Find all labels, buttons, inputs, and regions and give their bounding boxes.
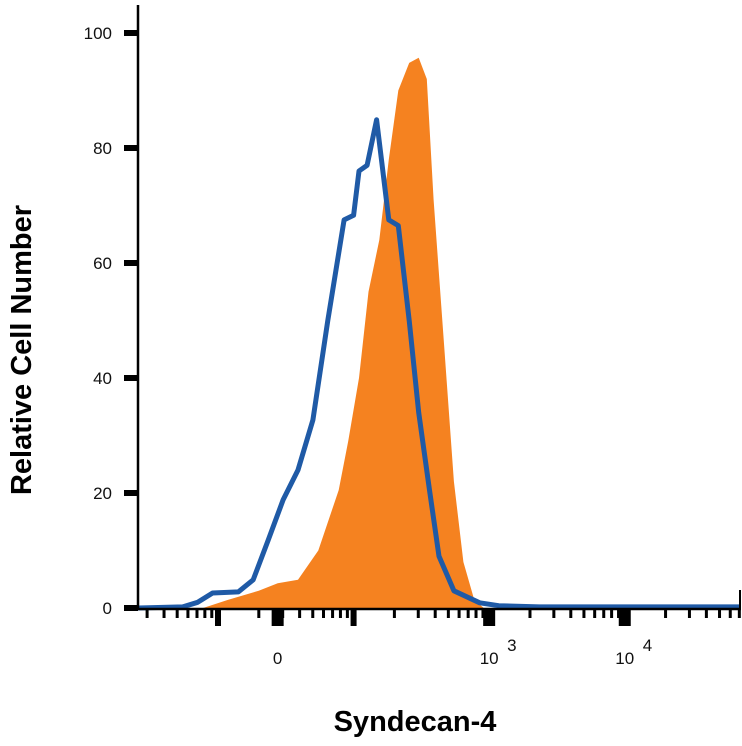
x-minor-tick — [210, 610, 214, 618]
y-tick-label: 60 — [93, 254, 112, 273]
x-minor-tick — [257, 610, 261, 618]
x-minor-tick — [602, 610, 606, 618]
x-minor-tick — [704, 610, 708, 618]
x-label-tick — [618, 610, 631, 626]
x-label-tick — [483, 610, 496, 626]
x-minor-tick — [298, 610, 302, 618]
x-minor-tick — [593, 610, 597, 618]
x-tick-exponent: 3 — [507, 636, 516, 655]
x-minor-tick — [311, 610, 315, 618]
x-minor-tick — [145, 610, 149, 618]
y-tick-mark — [124, 490, 138, 496]
x-tick-label: 0 — [273, 649, 282, 668]
y-tick-mark — [124, 30, 138, 36]
x-minor-tick — [582, 610, 586, 618]
x-minor-tick — [528, 610, 532, 618]
x-ticks: 0 10 3 10 4 — [145, 610, 741, 668]
x-minor-tick — [474, 610, 478, 618]
x-label-tick — [271, 610, 284, 626]
x-major-tick — [350, 610, 357, 626]
x-minor-tick — [552, 610, 556, 618]
x-minor-tick — [195, 610, 199, 618]
x-tick-label: 10 — [615, 649, 634, 668]
y-tick-mark — [124, 375, 138, 381]
x-minor-tick — [617, 610, 621, 618]
x-minor-tick — [345, 610, 349, 618]
x-minor-tick — [737, 610, 741, 618]
x-minor-tick — [610, 610, 614, 618]
x-minor-tick — [728, 610, 732, 618]
y-tick-mark — [124, 605, 138, 611]
x-minor-tick — [331, 610, 335, 618]
x-minor-tick — [162, 610, 166, 618]
x-tick-exponent: 4 — [643, 636, 652, 655]
y-tick-label: 0 — [103, 599, 112, 618]
series-line-1 — [137, 117, 740, 611]
x-minor-tick — [433, 610, 437, 618]
y-tick-label: 100 — [84, 24, 112, 43]
x-minor-tick — [687, 610, 691, 618]
x-minor-tick — [569, 610, 573, 618]
x-minor-tick — [338, 610, 342, 618]
x-tick-label: 10 — [480, 649, 499, 668]
x-minor-tick — [466, 610, 470, 618]
x-minor-tick — [718, 610, 722, 618]
x-minor-tick — [186, 610, 190, 618]
x-minor-tick — [664, 610, 668, 618]
y-tick-mark — [124, 260, 138, 266]
y-tick-label: 20 — [93, 484, 112, 503]
y-tick-label: 40 — [93, 369, 112, 388]
x-minor-tick — [416, 610, 420, 618]
series-area-0 — [203, 57, 484, 608]
x-axis-title: Syndecan-4 — [334, 706, 497, 738]
x-minor-tick — [203, 610, 207, 618]
x-minor-tick — [481, 610, 485, 618]
y-tick-label: 80 — [93, 139, 112, 158]
plot-marks — [137, 57, 740, 611]
x-major-tick — [214, 610, 221, 626]
y-ticks: 0 20 40 60 80 100 — [84, 24, 138, 618]
y-axis-title: Relative Cell Number — [6, 205, 38, 495]
x-minor-tick — [392, 610, 396, 618]
x-minor-tick — [446, 610, 450, 618]
x-minor-tick — [175, 610, 179, 618]
x-minor-tick — [322, 610, 326, 618]
x-minor-tick — [457, 610, 461, 618]
y-tick-mark — [124, 145, 138, 151]
